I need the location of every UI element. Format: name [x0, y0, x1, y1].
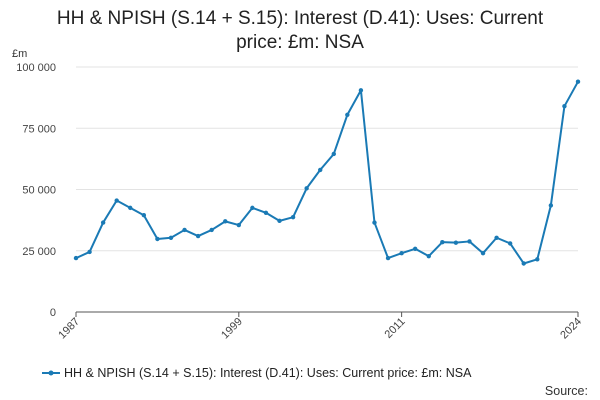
data-point	[168, 235, 174, 240]
data-point	[223, 219, 228, 224]
data-point	[399, 251, 404, 256]
x-tick-label: 2024	[558, 316, 584, 342]
data-point	[73, 255, 79, 261]
data-point	[494, 235, 499, 240]
data-point	[250, 205, 255, 211]
data-point	[182, 227, 187, 233]
axes	[75, 311, 579, 317]
legend-label: HH & NPISH (S.14 + S.15): Interest (D.41…	[64, 366, 472, 380]
data-point	[412, 246, 418, 251]
data-point	[290, 214, 296, 220]
data-point	[521, 261, 526, 266]
chart-title-line-1: HH & NPISH (S.14 + S.15): Interest (D.41…	[57, 8, 544, 29]
x-tick-labels: 1987 1999 2011 2024	[56, 316, 584, 342]
y-tick-label: 75 000	[22, 123, 56, 135]
grid	[76, 66, 578, 252]
data-point	[440, 239, 445, 245]
data-point	[453, 240, 459, 245]
data-point	[562, 104, 567, 109]
x-tick-label: 1987	[56, 316, 82, 342]
data-point	[480, 251, 486, 256]
x-tick-label: 2011	[383, 316, 408, 341]
data-point	[263, 210, 269, 215]
data-point	[318, 167, 323, 173]
source-label: Source:	[545, 384, 588, 398]
data-point	[507, 241, 513, 246]
data-point	[358, 88, 364, 93]
data-point	[372, 220, 377, 225]
data-point	[195, 233, 201, 239]
data-point	[209, 227, 214, 233]
data-point	[535, 257, 540, 262]
legend-marker-swatch	[48, 370, 54, 376]
data-point	[426, 253, 431, 259]
chart-title-line-2: price: £m: NSA	[236, 32, 364, 53]
data-point	[345, 112, 350, 117]
legend[interactable]: HH & NPISH (S.14 + S.15): Interest (D.41…	[42, 366, 472, 380]
series-line	[75, 81, 579, 265]
data-point	[100, 220, 106, 225]
y-tick-label: 100 000	[16, 62, 56, 74]
y-axis-unit: £m	[12, 48, 27, 60]
y-tick-label: 0	[50, 307, 56, 319]
data-point	[141, 213, 147, 218]
y-tick-labels: 0 25 000 50 000 75 000 100 000	[16, 62, 56, 319]
series-layer	[73, 79, 581, 266]
data-point	[548, 203, 554, 208]
data-point	[128, 205, 133, 211]
data-point	[87, 249, 92, 255]
data-point	[304, 186, 309, 191]
data-point	[331, 151, 336, 157]
x-tick-label: 1999	[219, 316, 245, 342]
y-tick-label: 25 000	[22, 246, 56, 258]
data-point	[385, 255, 391, 261]
data-point	[575, 79, 581, 84]
data-point	[467, 239, 472, 244]
data-point	[155, 236, 160, 242]
data-point	[236, 222, 242, 228]
data-point	[277, 218, 282, 224]
y-tick-label: 50 000	[22, 185, 56, 197]
data-point	[114, 198, 119, 203]
